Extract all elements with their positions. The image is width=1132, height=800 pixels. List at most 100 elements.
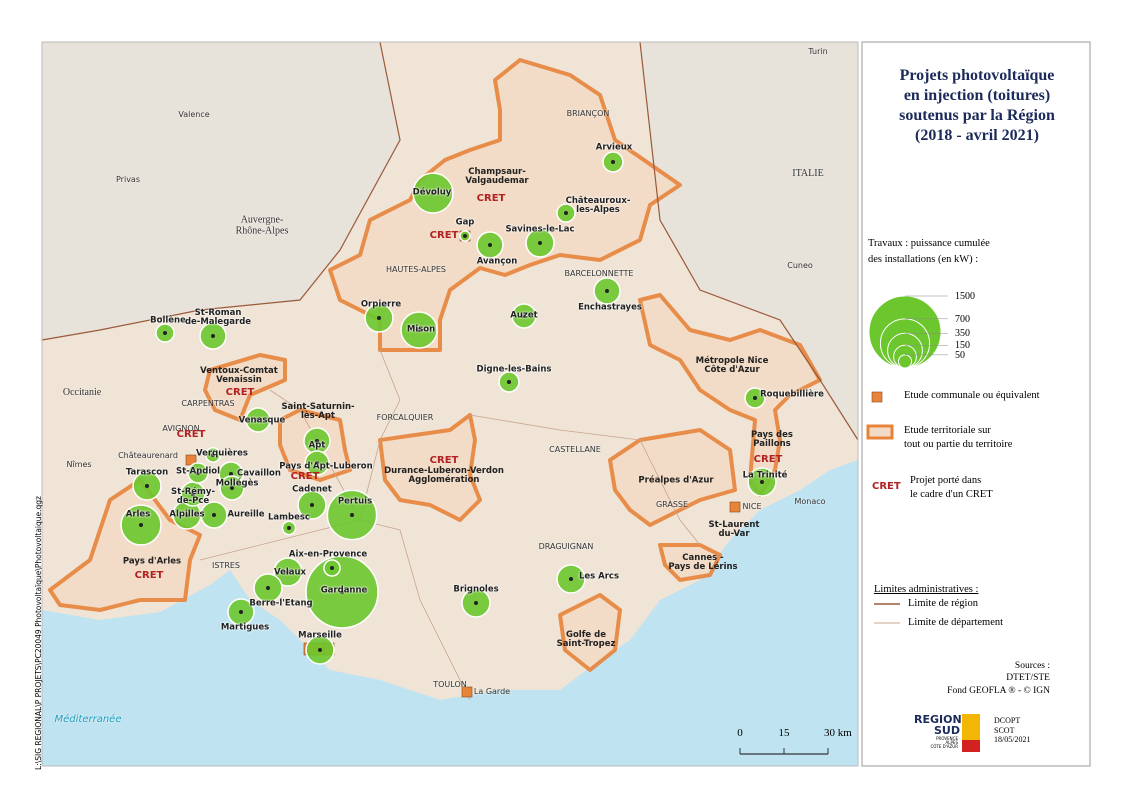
- site-dot: [605, 289, 609, 293]
- site-label: Orpierre: [360, 299, 402, 310]
- legend-size-label: 700: [955, 314, 970, 325]
- site-label: Pays d'Apt-Luberon: [279, 461, 373, 472]
- territory-label: Métropole Nice Côte d'Azur: [695, 356, 769, 375]
- place-label: CARPENTRAS: [181, 398, 235, 408]
- legend-size-label: 1500: [955, 291, 975, 302]
- place-label: Turin: [808, 46, 828, 56]
- site-label: Dévoluy: [412, 187, 452, 198]
- site-dot: [163, 331, 167, 335]
- site-label: Aureille: [227, 509, 265, 520]
- place-label: ISTRES: [211, 560, 241, 570]
- limit-item: Limite de département: [908, 617, 1004, 628]
- place-label: Auvergne- Rhône-Alpes: [235, 214, 289, 236]
- site-dot: [330, 566, 334, 570]
- place-label: La Garde: [473, 686, 511, 696]
- territory-label: Pays des Paillons: [751, 430, 793, 449]
- territory-label: Pays d'Arles: [122, 556, 182, 567]
- site-dot: [229, 472, 233, 476]
- legend-territory: [866, 424, 894, 440]
- site-dot: [287, 526, 291, 530]
- place-label: CASTELLANE: [549, 444, 601, 454]
- site-dot: [760, 480, 764, 484]
- site-dot: [474, 601, 478, 605]
- legend-square: [871, 391, 883, 403]
- site-label: Les Arcs: [578, 571, 620, 582]
- site-dot: [538, 241, 542, 245]
- place-label: DRAGUIGNAN: [538, 541, 594, 551]
- legend-bubble: [897, 354, 913, 369]
- place-label: Nîmes: [66, 459, 92, 469]
- cret-label: CRET: [429, 454, 459, 466]
- legend-size-label: 350: [955, 328, 970, 339]
- site-label: Berre-l'Etang: [249, 598, 313, 609]
- site-dot: [463, 234, 467, 238]
- site-dot: [522, 314, 526, 318]
- cret-label: CRET: [225, 386, 255, 398]
- site-label: Digne-les-Bains: [476, 364, 552, 375]
- site-label: Arvieux: [595, 142, 633, 153]
- site-label: Lambesc: [268, 512, 310, 523]
- cret-label: CRET: [753, 453, 783, 465]
- place-label: BRIANÇON: [566, 108, 610, 118]
- site-label: Savines-le-Lac: [505, 224, 575, 235]
- site-label: Mison: [406, 324, 436, 335]
- boundary-line: [469, 414, 701, 546]
- territory-label: Durance-Luberon-Verdon Agglomération: [384, 466, 504, 485]
- boundary-line: [199, 389, 361, 561]
- site-label: Brignoles: [453, 584, 499, 595]
- site-dot: [191, 492, 195, 496]
- size-legend-title: Travaux : puissance cumulée des installa…: [868, 238, 990, 265]
- site-dot: [753, 396, 757, 400]
- legend-size-label: 150: [955, 340, 970, 351]
- territory-shape: [558, 593, 622, 672]
- place-label: TOULON: [433, 679, 467, 689]
- cret-label: CRET: [134, 569, 164, 581]
- territory-label: Champsaur- Valgaudemar: [465, 167, 529, 186]
- site-dot: [507, 380, 511, 384]
- site-dot: [350, 513, 354, 517]
- place-label: FORCALQUIER: [376, 412, 434, 422]
- outside-region: [42, 42, 400, 340]
- site-label: Enchastrayes: [578, 302, 642, 313]
- site-label: Châteauroux- les-Alpes: [565, 196, 631, 215]
- site-label: Gardanne: [320, 585, 368, 596]
- legend-title: Projets photovoltaïque en injection (toi…: [899, 67, 1055, 144]
- place-label: HAUTES-ALPES: [386, 264, 446, 274]
- site-dot: [185, 513, 189, 517]
- site-label: St-Roman de-Malegarde: [184, 308, 252, 327]
- site-label: St-Rémy- de-Pce: [171, 487, 215, 506]
- legend-item: Etude territoriale sur tout ou partie du…: [904, 425, 1013, 450]
- cret-label: CRET: [176, 428, 206, 440]
- place-label: ITALIE: [792, 167, 824, 179]
- study-square: [729, 501, 741, 513]
- site-label: Marseille: [298, 630, 342, 641]
- site-dot: [256, 418, 260, 422]
- site-dot: [239, 610, 243, 614]
- map-frame: [41, 41, 859, 767]
- site-dot: [340, 590, 344, 594]
- site-dot: [318, 648, 322, 652]
- territory-shape: [378, 413, 482, 522]
- site-dot: [488, 243, 492, 247]
- boundary-line: [41, 41, 401, 341]
- site-label: Cavaillon: [237, 468, 281, 479]
- territory-shape: [203, 353, 287, 422]
- place-label: Monaco: [794, 496, 826, 506]
- territory-shape: [638, 293, 822, 497]
- legend-panel: [861, 41, 1091, 767]
- territory-shape: [48, 478, 202, 612]
- site-dot: [139, 523, 143, 527]
- study-square: [461, 686, 473, 698]
- site-dot: [212, 513, 216, 517]
- scale-label: 15: [779, 727, 791, 739]
- site-dot: [211, 453, 215, 457]
- site-label: Velaux: [273, 567, 307, 578]
- scale-label: 0: [737, 727, 743, 739]
- file-path: L:\SIG REGIONAL\P PROJETS\PC20049 Photov…: [34, 496, 43, 770]
- site-label: Roquebillière: [760, 389, 824, 400]
- site-label: Gap: [455, 217, 475, 228]
- legend-item: Projet porté dans le cadre d'un CRET: [910, 475, 993, 500]
- site-label: Aix-en-Provence: [288, 549, 368, 560]
- limits-title: Limites administratives :: [874, 584, 979, 595]
